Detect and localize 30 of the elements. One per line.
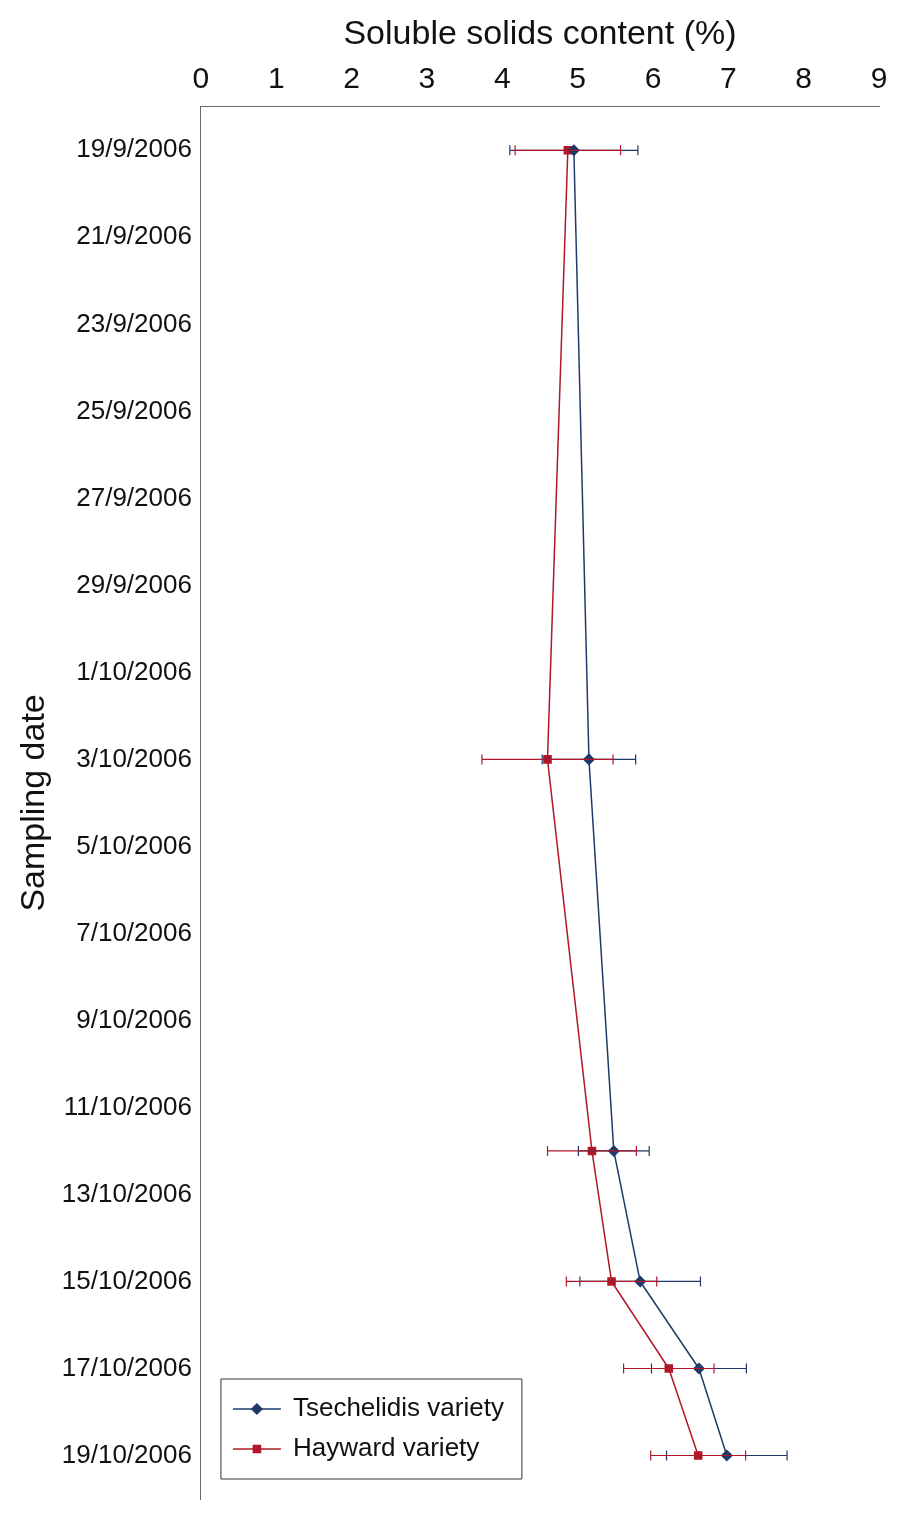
y-tick-label: 29/9/2006	[76, 568, 192, 599]
y-tick-label: 17/10/2006	[61, 1351, 192, 1382]
y-tick-label: 3/10/2006	[76, 742, 192, 773]
x-axis-title: Soluble solids content (%)	[343, 12, 737, 51]
x-tick-label: 8	[795, 61, 812, 95]
x-tick-label: 7	[719, 61, 737, 95]
x-tick-label: 6	[644, 61, 662, 95]
x-tick-label: 3	[418, 61, 436, 95]
x-tick-label: 5	[569, 61, 586, 95]
y-tick-label: 27/9/2006	[76, 481, 192, 512]
y-tick-label: 25/9/2006	[76, 394, 192, 425]
x-tick-label: 4	[493, 61, 511, 95]
y-axis-title: Sampling date	[12, 694, 51, 912]
x-tick-label: 0	[192, 61, 210, 95]
legend-label: Hayward variety	[292, 1432, 480, 1463]
x-tick-label: 1	[267, 61, 285, 95]
y-tick-label: 21/9/2006	[76, 220, 192, 251]
y-tick-label: 23/9/2006	[76, 307, 192, 338]
y-tick-label: 15/10/2006	[61, 1264, 192, 1295]
legend-label: Tsechelidis variety	[292, 1392, 504, 1423]
x-tick-label: 2	[343, 61, 360, 95]
x-tick-label: 9	[870, 61, 888, 95]
y-tick-label: 1/10/2006	[76, 655, 192, 686]
y-tick-label: 19/10/2006	[61, 1438, 192, 1469]
y-tick-label: 11/10/2006	[63, 1090, 192, 1121]
y-tick-label: 13/10/2006	[61, 1177, 192, 1208]
y-tick-label: 19/9/2006	[76, 133, 192, 164]
y-tick-label: 9/10/2006	[76, 1003, 192, 1034]
y-tick-label: 5/10/2006	[76, 829, 192, 860]
y-tick-label: 7/10/2006	[76, 916, 192, 947]
